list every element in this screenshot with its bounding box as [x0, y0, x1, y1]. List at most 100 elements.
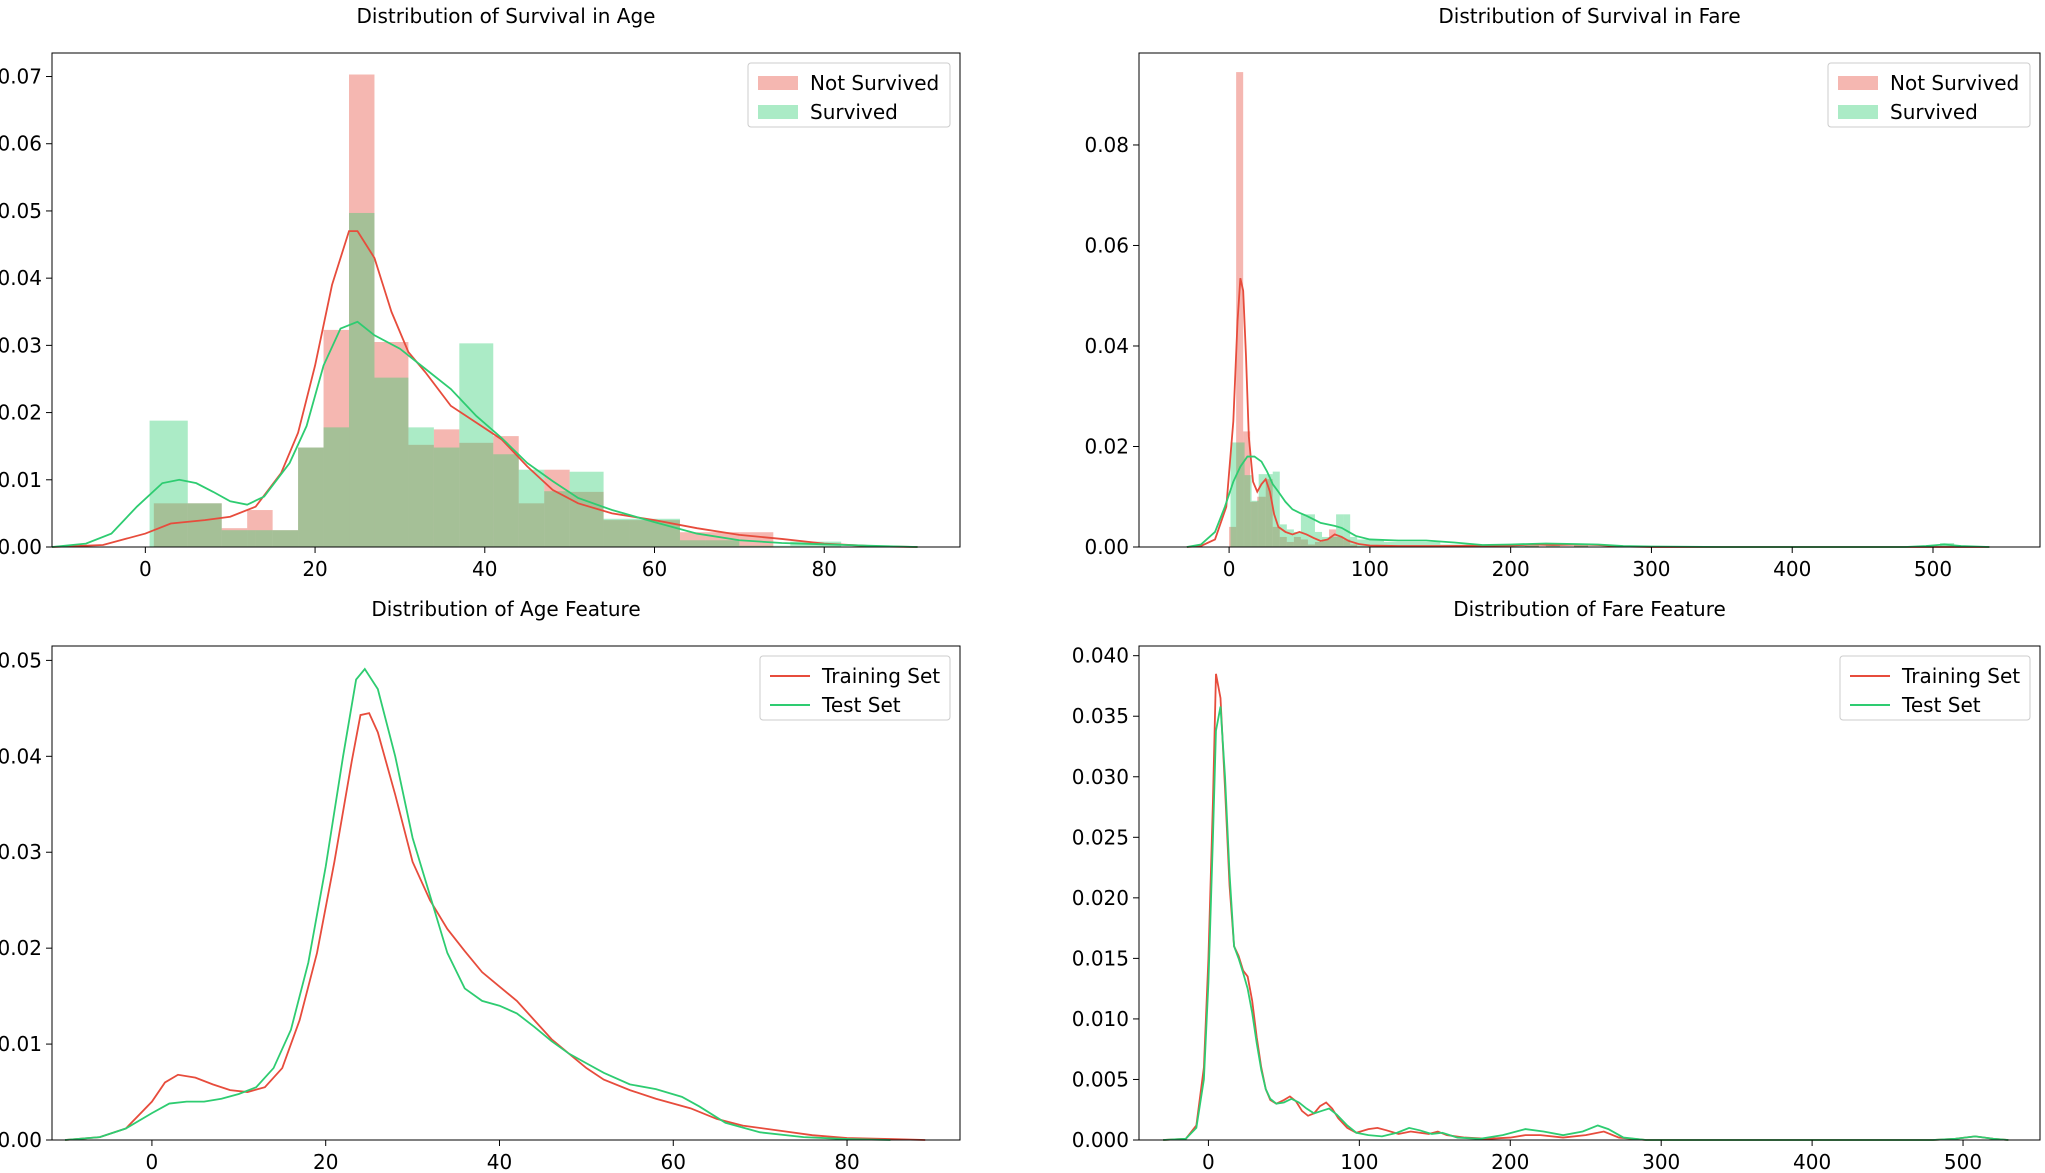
x-tick-label: 80: [834, 1150, 859, 1173]
hist-bar: [1524, 544, 1539, 547]
hist-bar: [1286, 529, 1294, 547]
y-tick-label: 0.03: [0, 333, 42, 357]
hist-bar: [679, 532, 706, 547]
hist-bar: [1279, 524, 1287, 547]
y-tick-label: 0.02: [0, 401, 42, 425]
line-training-set: [1163, 673, 2009, 1141]
line-training-set: [64, 712, 926, 1141]
y-tick-label: 0.000: [1072, 1128, 1129, 1152]
x-tick-label: 20: [302, 557, 327, 581]
y-tick-label: 0.02: [0, 936, 42, 960]
line-not-survived: [51, 230, 918, 548]
chart-1: Distribution of Survival in Age 0 20 40 60 80…: [0, 4, 961, 581]
x-tick-label: 60: [642, 557, 667, 581]
hist-bar: [1244, 475, 1252, 547]
hist-bar: [323, 427, 350, 547]
x-tick-label: 500: [1914, 557, 1952, 581]
line-test-set: [64, 667, 891, 1141]
legend-swatch: [758, 105, 798, 119]
x-tick-label: 0: [146, 1150, 159, 1173]
axes-frame: [51, 645, 961, 1141]
legend-label: Test Set: [821, 693, 901, 717]
x-tick-label: 0: [1223, 557, 1236, 581]
x-tick-label: 300: [1632, 557, 1670, 581]
hist-bar: [493, 436, 519, 547]
legend-label: Survived: [1890, 100, 1978, 124]
hist-bar: [739, 532, 774, 547]
hist-bar: [272, 530, 299, 547]
hist-bar: [349, 212, 375, 547]
x-tick-label: 40: [472, 557, 497, 581]
y-tick-label: 0.040: [1072, 644, 1129, 668]
x-tick-label: 300: [1642, 1150, 1680, 1173]
y-tick-label: 0.02: [1084, 434, 1129, 458]
hist-bar: [493, 454, 519, 547]
hist-bar: [374, 342, 409, 547]
legend-swatch: [1838, 76, 1878, 90]
x-tick-label: 500: [1944, 1150, 1982, 1173]
hist-bar: [1350, 544, 1358, 547]
hist-bar: [298, 447, 324, 547]
legend: Not Survived Survived: [1827, 62, 2031, 128]
hist-bar: [1293, 536, 1301, 547]
y-tick-label: 0.00: [1084, 535, 1129, 559]
legend-swatch: [758, 76, 798, 90]
y-tick-label: 0.005: [1072, 1067, 1129, 1091]
hist-bar: [1300, 539, 1308, 547]
hist-bar: [433, 429, 460, 547]
hist-bar: [518, 469, 545, 547]
y-tick-label: 0.020: [1072, 886, 1129, 910]
hist-bar: [1574, 544, 1589, 547]
hist-bar: [1336, 514, 1344, 547]
hist-bar: [1265, 474, 1273, 547]
y-tick-label: 0.030: [1072, 765, 1129, 789]
legend: Training Set Test Set: [1839, 655, 2031, 721]
x-tick-label: 200: [1492, 557, 1530, 581]
axes-frame: [51, 52, 961, 548]
line-not-survived: [1186, 277, 1990, 548]
hist-bar: [1524, 545, 1539, 547]
hist-bar: [221, 528, 248, 547]
y-tick-label: 0.00: [0, 535, 42, 559]
hist-bar: [298, 447, 324, 547]
hist-bar: [603, 518, 630, 547]
hist-bar: [1250, 501, 1258, 547]
hist-bar: [433, 447, 460, 547]
y-tick-label: 0.08: [1084, 133, 1129, 157]
legend: Training Set Test Set: [759, 655, 951, 721]
chart-title: Distribution of Survival in Age: [357, 4, 656, 28]
hist-bar: [1237, 442, 1245, 547]
y-tick-label: 0.00: [0, 1128, 42, 1152]
hist-bar: [603, 520, 630, 547]
hist-bar: [408, 427, 434, 547]
hist-bar: [272, 530, 299, 547]
hist-bar: [1574, 545, 1589, 547]
hist-bar: [544, 469, 570, 547]
y-tick-label: 0.01: [0, 468, 42, 492]
hist-bar: [1343, 539, 1351, 547]
hist-bar: [705, 540, 740, 547]
legend-label: Not Survived: [810, 71, 939, 95]
hist-bar: [153, 503, 188, 547]
legend-label: Not Survived: [1890, 71, 2019, 95]
chart-title: Distribution of Survival in Fare: [1438, 4, 1740, 28]
hist-bar: [1307, 514, 1315, 547]
hist-bar: [679, 540, 706, 547]
hist-bar: [1293, 531, 1301, 547]
hist-bar: [1257, 496, 1266, 547]
hist-bar: [544, 491, 570, 547]
legend-swatch: [1838, 105, 1878, 119]
x-tick-label: 20: [313, 1150, 338, 1173]
hist-bar: [1279, 536, 1287, 547]
hist-bar: [323, 329, 350, 547]
y-tick-label: 0.05: [0, 199, 42, 223]
hist-bar: [629, 520, 680, 547]
chart-3: Distribution of Age Feature 0 20 40 60 80 0.00…: [0, 597, 961, 1173]
x-tick-label: 80: [811, 557, 836, 581]
legend: Not Survived Survived: [747, 62, 951, 128]
hist-bar: [459, 343, 494, 547]
hist-bar: [1272, 526, 1280, 547]
hist-bar: [1329, 536, 1337, 547]
y-tick-label: 0.06: [0, 132, 42, 156]
chart-title: Distribution of Age Feature: [371, 597, 640, 621]
